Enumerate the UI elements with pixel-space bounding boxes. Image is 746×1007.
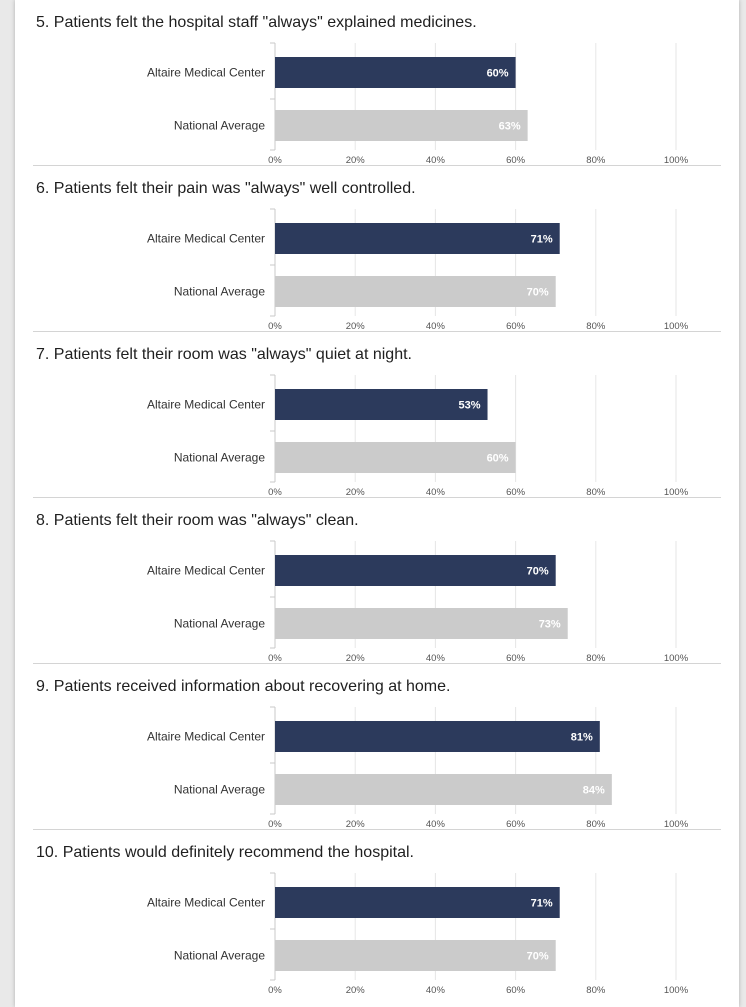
x-tick-label: 0% <box>268 985 282 996</box>
category-label: National Average <box>174 949 266 963</box>
bar-value-label: 60% <box>487 453 509 465</box>
category-label: National Average <box>174 451 266 465</box>
panel-divider <box>33 829 721 830</box>
x-tick-label: 0% <box>268 155 282 166</box>
category-label: National Average <box>174 119 266 133</box>
x-tick-label: 60% <box>506 321 526 332</box>
category-label: Altaire Medical Center <box>147 564 265 578</box>
x-tick-label: 0% <box>268 321 282 332</box>
chart-title: 10. Patients would definitely recommend … <box>36 844 414 861</box>
bar-value-label: 71% <box>531 898 553 910</box>
x-tick-label: 40% <box>426 155 446 166</box>
x-tick-label: 100% <box>664 819 689 830</box>
chart-title: 8. Patients felt their room was "always"… <box>36 512 359 529</box>
x-tick-label: 60% <box>506 985 526 996</box>
chart-panel: 6. Patients felt their pain was "always"… <box>15 166 739 332</box>
x-tick-label: 60% <box>506 819 526 830</box>
bar-value-label: 60% <box>487 68 509 80</box>
bar-national-average <box>275 442 516 473</box>
x-tick-label: 20% <box>346 653 366 664</box>
chart-title: 7. Patients felt their room was "always"… <box>36 346 412 363</box>
chart-panel: 8. Patients felt their room was "always"… <box>15 498 739 664</box>
panel-divider <box>33 331 721 332</box>
chart-title: 9. Patients received information about r… <box>36 678 451 695</box>
x-tick-label: 20% <box>346 487 366 498</box>
bar-hospital <box>275 223 560 254</box>
bar-value-label: 71% <box>531 234 553 246</box>
x-tick-label: 20% <box>346 985 366 996</box>
bar-chart: Altaire Medical Center 53% National Averag… <box>147 374 689 498</box>
chart-panel: 10. Patients would definitely recommend … <box>15 830 739 996</box>
bar-value-label: 63% <box>499 121 521 133</box>
panel-divider <box>33 497 721 498</box>
category-label: Altaire Medical Center <box>147 398 265 412</box>
chart-panel: 5. Patients felt the hospital staff "alw… <box>15 0 739 166</box>
bar-chart: Altaire Medical Center 81% National Averag… <box>147 706 689 830</box>
x-tick-label: 100% <box>664 653 689 664</box>
bar-chart: Altaire Medical Center 60% National Averag… <box>147 42 689 166</box>
bar-chart: Altaire Medical Center 71% National Averag… <box>147 872 689 996</box>
bar-hospital <box>275 721 600 752</box>
category-label: Altaire Medical Center <box>147 232 265 246</box>
x-tick-label: 100% <box>664 487 689 498</box>
x-tick-label: 40% <box>426 321 446 332</box>
category-label: Altaire Medical Center <box>147 66 265 80</box>
panel-divider <box>33 165 721 166</box>
chart-panel: 7. Patients felt their room was "always"… <box>15 332 739 498</box>
chart-title: 5. Patients felt the hospital staff "alw… <box>36 14 477 31</box>
bar-value-label: 70% <box>527 951 549 963</box>
bar-hospital <box>275 57 516 88</box>
x-tick-label: 80% <box>586 321 606 332</box>
chart-title: 6. Patients felt their pain was "always"… <box>36 180 416 197</box>
x-tick-label: 0% <box>268 487 282 498</box>
bar-value-label: 70% <box>527 566 549 578</box>
x-tick-label: 40% <box>426 653 446 664</box>
bar-national-average <box>275 608 568 639</box>
x-tick-label: 80% <box>586 819 606 830</box>
x-tick-label: 60% <box>506 487 526 498</box>
bar-national-average <box>275 110 528 141</box>
x-tick-label: 60% <box>506 155 526 166</box>
x-tick-label: 40% <box>426 985 446 996</box>
bar-chart: Altaire Medical Center 70% National Averag… <box>147 540 689 664</box>
bar-hospital <box>275 887 560 918</box>
bar-chart: Altaire Medical Center 71% National Averag… <box>147 208 689 332</box>
x-tick-label: 0% <box>268 653 282 664</box>
bar-value-label: 81% <box>571 732 593 744</box>
bar-national-average <box>275 940 556 971</box>
x-tick-label: 80% <box>586 487 606 498</box>
x-tick-label: 60% <box>506 653 526 664</box>
x-tick-label: 20% <box>346 819 366 830</box>
bar-value-label: 73% <box>539 619 561 631</box>
bar-national-average <box>275 774 612 805</box>
bar-national-average <box>275 276 556 307</box>
bar-value-label: 53% <box>458 400 480 412</box>
category-label: Altaire Medical Center <box>147 896 265 910</box>
category-label: National Average <box>174 617 266 631</box>
panel-divider <box>33 663 721 664</box>
x-tick-label: 80% <box>586 985 606 996</box>
bar-hospital <box>275 389 488 420</box>
x-tick-label: 40% <box>426 487 446 498</box>
report-card: 5. Patients felt the hospital staff "alw… <box>15 0 739 1007</box>
chart-panel: 9. Patients received information about r… <box>15 664 739 830</box>
bar-hospital <box>275 555 556 586</box>
bar-value-label: 70% <box>527 287 549 299</box>
category-label: Altaire Medical Center <box>147 730 265 744</box>
category-label: National Average <box>174 783 266 797</box>
x-tick-label: 100% <box>664 985 689 996</box>
x-tick-label: 100% <box>664 321 689 332</box>
category-label: National Average <box>174 285 266 299</box>
x-tick-label: 20% <box>346 321 366 332</box>
x-tick-label: 80% <box>586 155 606 166</box>
bar-value-label: 84% <box>583 785 605 797</box>
x-tick-label: 0% <box>268 819 282 830</box>
x-tick-label: 40% <box>426 819 446 830</box>
x-tick-label: 20% <box>346 155 366 166</box>
x-tick-label: 100% <box>664 155 689 166</box>
x-tick-label: 80% <box>586 653 606 664</box>
